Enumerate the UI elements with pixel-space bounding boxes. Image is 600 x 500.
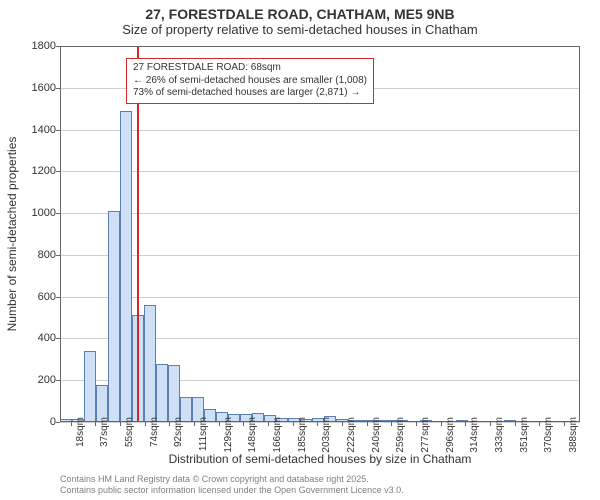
- x-tick-label: 166sqm: [272, 417, 283, 453]
- annotation-line3: 73% of semi-detached houses are larger (…: [133, 87, 367, 100]
- y-tick-label: 1400: [4, 124, 56, 136]
- x-tick-label: 55sqm: [124, 417, 135, 447]
- histogram-bar: [120, 111, 132, 422]
- x-tick-mark: [169, 422, 170, 426]
- histogram-bar: [144, 305, 156, 422]
- x-tick-label: 388sqm: [568, 417, 579, 453]
- x-tick-mark: [391, 422, 392, 426]
- histogram-bar: [108, 211, 120, 422]
- x-tick-mark: [95, 422, 96, 426]
- annotation-line2: ← 26% of semi-detached houses are smalle…: [133, 75, 367, 88]
- footer: Contains HM Land Registry data © Crown c…: [60, 474, 404, 496]
- x-tick-label: 314sqm: [469, 417, 480, 453]
- x-tick-label: 333sqm: [494, 417, 505, 453]
- y-tick-label: 1800: [4, 40, 56, 52]
- footer-line1: Contains HM Land Registry data © Crown c…: [60, 474, 404, 485]
- x-tick-mark: [564, 422, 565, 426]
- title-block: 27, FORESTDALE ROAD, CHATHAM, ME5 9NB Si…: [0, 0, 600, 37]
- x-tick-mark: [120, 422, 121, 426]
- chart-area: 020040060080010001200140016001800 27 FOR…: [60, 46, 580, 422]
- plot-region: 020040060080010001200140016001800 27 FOR…: [60, 46, 580, 422]
- histogram-bar: [168, 365, 180, 422]
- x-tick-mark: [71, 422, 72, 426]
- x-tick-mark: [465, 422, 466, 426]
- x-tick-mark: [416, 422, 417, 426]
- x-tick-label: 203sqm: [321, 417, 332, 453]
- x-tick-mark: [317, 422, 318, 426]
- x-tick-mark: [268, 422, 269, 426]
- x-tick-label: 129sqm: [223, 417, 234, 453]
- y-tick-label: 0: [4, 416, 56, 428]
- histogram-bar: [156, 364, 168, 422]
- x-tick-label: 240sqm: [371, 417, 382, 453]
- y-tick-label: 200: [4, 374, 56, 386]
- x-tick-mark: [539, 422, 540, 426]
- x-tick-mark: [145, 422, 146, 426]
- x-tick-label: 277sqm: [420, 417, 431, 453]
- x-tick-label: 74sqm: [149, 417, 160, 447]
- y-axis-label: Number of semi-detached properties: [5, 137, 19, 332]
- x-tick-label: 148sqm: [247, 417, 258, 453]
- x-tick-label: 185sqm: [297, 417, 308, 453]
- x-tick-mark: [293, 422, 294, 426]
- y-tick-mark: [56, 422, 60, 423]
- y-tick-label: 400: [4, 332, 56, 344]
- x-tick-mark: [367, 422, 368, 426]
- x-tick-mark: [515, 422, 516, 426]
- x-tick-label: 259sqm: [395, 417, 406, 453]
- x-tick-label: 18sqm: [75, 417, 86, 447]
- x-axis-label: Distribution of semi-detached houses by …: [60, 452, 580, 466]
- x-tick-mark: [490, 422, 491, 426]
- x-tick-label: 370sqm: [543, 417, 554, 453]
- histogram-bar: [84, 351, 96, 422]
- x-tick-label: 111sqm: [198, 417, 209, 451]
- annotation-box: 27 FORESTDALE ROAD: 68sqm ← 26% of semi-…: [126, 58, 374, 104]
- x-tick-mark: [219, 422, 220, 426]
- x-tick-label: 222sqm: [346, 417, 357, 453]
- title-main: 27, FORESTDALE ROAD, CHATHAM, ME5 9NB: [0, 6, 600, 22]
- annotation-line1: 27 FORESTDALE ROAD: 68sqm: [133, 62, 367, 75]
- title-subtitle: Size of property relative to semi-detach…: [0, 22, 600, 37]
- x-tick-mark: [441, 422, 442, 426]
- x-tick-label: 351sqm: [519, 417, 530, 453]
- footer-line2: Contains public sector information licen…: [60, 485, 404, 496]
- x-tick-mark: [342, 422, 343, 426]
- figure: 27, FORESTDALE ROAD, CHATHAM, ME5 9NB Si…: [0, 0, 600, 500]
- x-tick-label: 296sqm: [445, 417, 456, 453]
- x-tick-mark: [194, 422, 195, 426]
- x-tick-mark: [243, 422, 244, 426]
- x-tick-label: 37sqm: [99, 417, 110, 447]
- y-tick-label: 1600: [4, 82, 56, 94]
- x-tick-label: 92sqm: [173, 417, 184, 447]
